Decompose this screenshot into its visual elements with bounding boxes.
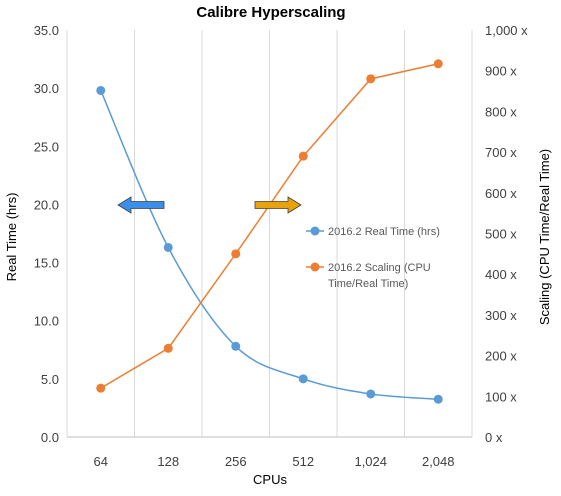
- data-point: [366, 74, 376, 84]
- data-point: [96, 383, 106, 393]
- y-tick-label: 20.0: [34, 197, 59, 212]
- y-tick-label: 30.0: [34, 81, 59, 96]
- y-tick-label: 0.0: [41, 430, 59, 445]
- legend-label: Time/Real Time): [328, 278, 408, 290]
- y-tick-label: 10.0: [34, 314, 59, 329]
- y-tick-label: 15.0: [34, 256, 59, 271]
- x-axis-title: CPUs: [253, 472, 287, 487]
- y2-tick-label: 900 x: [485, 64, 517, 79]
- x-tick-label: 1,024: [354, 454, 387, 469]
- data-point: [366, 389, 376, 399]
- x-tick-label: 2,048: [422, 454, 455, 469]
- y-axis-title: Real Time (hrs): [4, 193, 19, 282]
- y2-tick-label: 600 x: [485, 186, 517, 201]
- data-point: [298, 151, 308, 161]
- data-point: [96, 85, 106, 95]
- y2-tick-label: 1,000 x: [485, 23, 528, 38]
- x-tick-label: 64: [94, 454, 108, 469]
- y2-tick-label: 400 x: [485, 267, 517, 282]
- y2-tick-label: 800 x: [485, 104, 517, 119]
- left-arrow-icon: [117, 196, 165, 214]
- x-tick-label: 128: [157, 454, 179, 469]
- chart-title: Calibre Hyperscaling: [196, 4, 345, 21]
- y2-tick-label: 100 x: [485, 389, 517, 404]
- legend-marker: [310, 226, 320, 236]
- y2-axis-title: Scaling (CPU Time/Real Time): [537, 149, 552, 325]
- legend-label: 2016.2 Scaling (CPU: [328, 262, 431, 274]
- legend-marker: [310, 262, 320, 272]
- legend-label: 2016.2 Real Time (hrs): [328, 226, 440, 238]
- x-tick-label: 512: [292, 454, 314, 469]
- data-point: [298, 374, 308, 384]
- data-point: [231, 249, 241, 259]
- right-arrow-icon: [254, 196, 302, 214]
- x-tick-label: 256: [225, 454, 247, 469]
- plot-area: 0.0 5.0 10.0 15.0 20.0 25.0 30.0 35.0 0 x 100 x 20…: [34, 23, 528, 469]
- y-tick-label: 25.0: [34, 139, 59, 154]
- y-tick-label: 35.0: [34, 23, 59, 38]
- y2-tick-label: 200 x: [485, 349, 517, 364]
- data-point: [433, 59, 443, 69]
- data-point: [163, 343, 173, 353]
- y-tick-label: 5.0: [41, 372, 59, 387]
- y2-tick-label: 300 x: [485, 308, 517, 323]
- y2-tick-label: 0 x: [485, 430, 503, 445]
- y2-tick-label: 700 x: [485, 145, 517, 160]
- y2-tick-label: 500 x: [485, 227, 517, 242]
- data-point: [231, 341, 241, 351]
- data-point: [433, 394, 443, 404]
- data-point: [163, 242, 173, 252]
